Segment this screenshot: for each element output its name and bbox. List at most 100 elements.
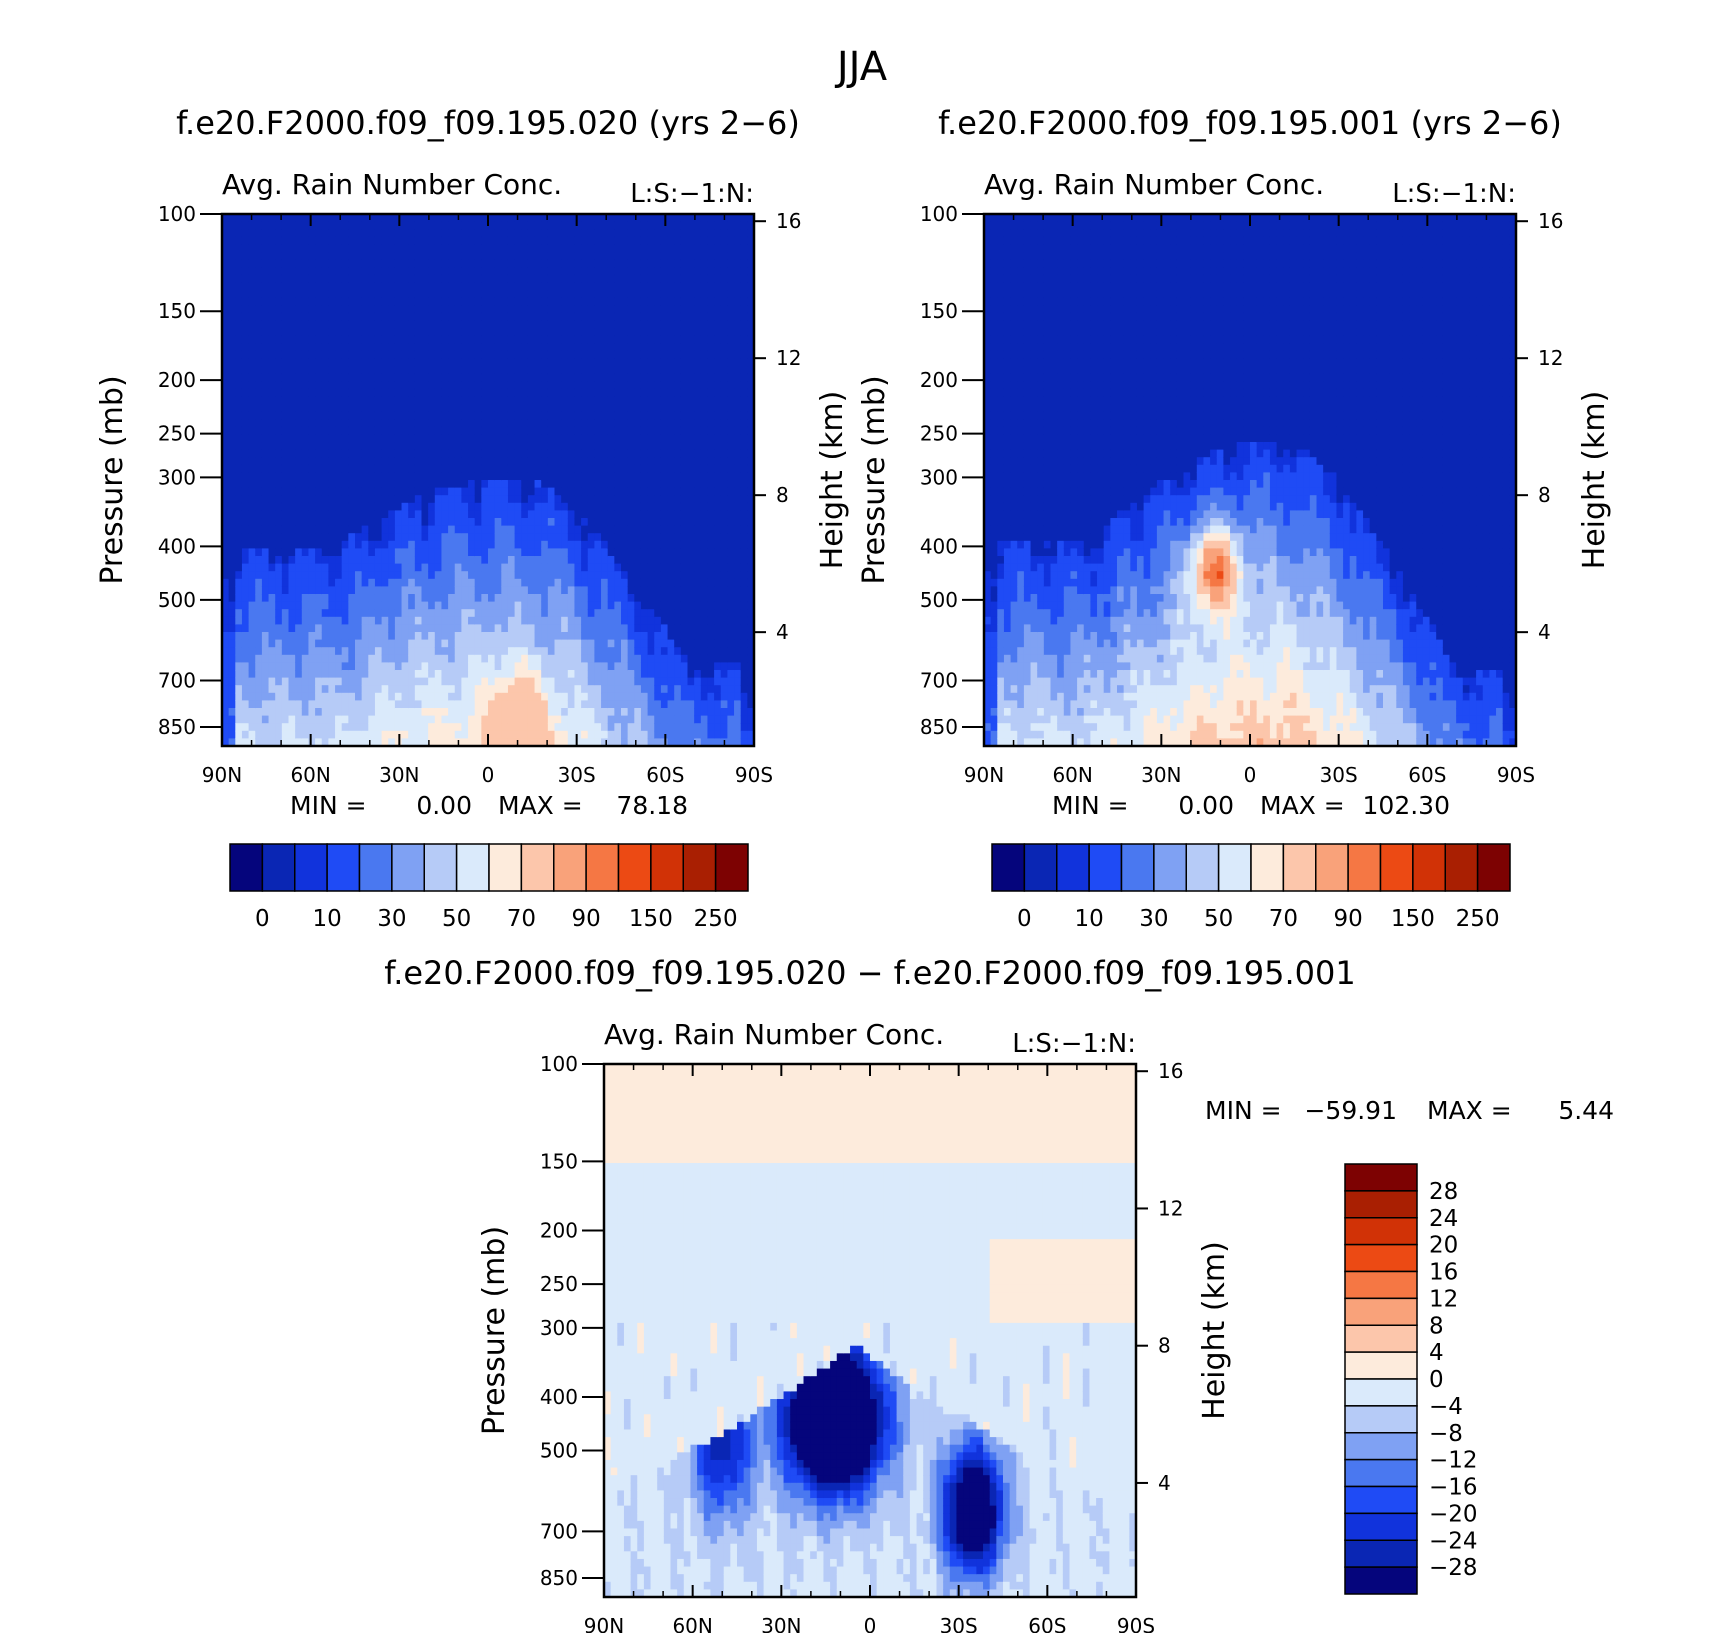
contour-cell [434,388,443,397]
contour-cell [574,647,582,656]
contour-cell [601,411,609,420]
contour-cell [248,730,256,739]
contour-cell [640,723,649,732]
contour-cell [594,609,602,618]
contour-cell [594,373,602,382]
contour-cell [474,282,482,291]
contour-cell [355,229,363,238]
contour-cell [567,214,576,223]
contour-cell [281,442,290,451]
contour-cell [414,616,423,625]
contour-cell [614,221,622,230]
contour-cell [647,685,655,694]
contour-cell [308,381,316,390]
contour-cell [408,609,416,618]
contour-cell [275,723,283,732]
contour-cell [255,609,263,618]
contour-cell [627,297,635,306]
contour-cell [241,312,250,321]
contour-cell [281,502,290,511]
contour-cell [461,221,469,230]
contour-cell [674,723,682,732]
contour-cell [388,267,396,276]
contour-cell [674,715,682,724]
contour-cell [434,654,443,663]
contour-cell [534,274,542,283]
contour-cell [275,518,283,527]
contour-cell [308,601,316,610]
contour-cell [660,586,669,595]
contour-cell [621,700,629,709]
contour-cell [268,502,276,511]
contour-cell [368,464,376,473]
contour-cell [421,487,429,496]
contour-cell [408,563,416,572]
contour-cell [428,411,436,420]
contour-cell [561,487,569,496]
contour-cell [581,434,589,443]
contour-cell [527,700,536,709]
contour-cell [594,343,602,352]
contour-cell [594,662,602,671]
contour-cell [581,723,589,732]
contour-cell [601,480,609,489]
contour-cell [374,244,383,253]
contour-cell [554,396,562,405]
contour-cell [368,502,376,511]
contour-cell [640,692,649,701]
panel-case-020: f.e20.F2000.f09_f09.195.020 (yrs 2−6)Avg… [95,104,850,932]
contour-cell [647,335,655,344]
contour-cell [521,624,529,633]
contour-cell [514,616,522,625]
contour-cell [521,502,529,511]
contour-cell [494,449,502,458]
contour-cell [341,677,349,686]
contour-cell [687,502,695,511]
contour-cell [341,578,349,587]
contour-cell [507,525,516,534]
contour-cell [521,214,529,223]
contour-cell [381,548,389,557]
contour-cell [341,343,349,352]
contour-cell [348,282,356,291]
contour-cell [448,373,456,382]
contour-cell [388,350,396,359]
contour-cell [461,563,469,572]
contour-cell [235,259,243,268]
contour-cell [368,533,376,542]
contour-cell [222,259,230,268]
contour-cell [288,723,296,732]
contour-cell [301,594,310,603]
contour-cell [341,373,349,382]
contour-cell [341,510,349,519]
contour-cell [288,244,296,253]
contour-cell [288,464,296,473]
contour-cell [640,464,649,473]
contour-cell [481,624,489,633]
contour-cell [501,609,509,618]
contour-cell [640,426,649,435]
contour-cell [527,434,536,443]
contour-cell [361,586,369,595]
contour-cell [428,525,436,534]
contour-cell [222,464,230,473]
contour-cell [381,540,389,549]
contour-cell [261,274,270,283]
contour-cell [448,632,456,641]
contour-cell [361,328,369,337]
contour-cell [428,396,436,405]
contour-cell [441,677,449,686]
contour-cell [507,244,516,253]
contour-cell [288,373,296,382]
contour-cell [561,320,569,329]
contour-cell [468,328,476,337]
contour-cell [341,282,349,291]
contour-cell [448,670,456,679]
contour-cell [488,533,496,542]
contour-cell [674,480,682,489]
contour-cell [228,404,236,413]
contour-cell [534,616,542,625]
contour-cell [368,426,376,435]
contour-cell [295,442,303,451]
contour-cell [687,442,695,451]
